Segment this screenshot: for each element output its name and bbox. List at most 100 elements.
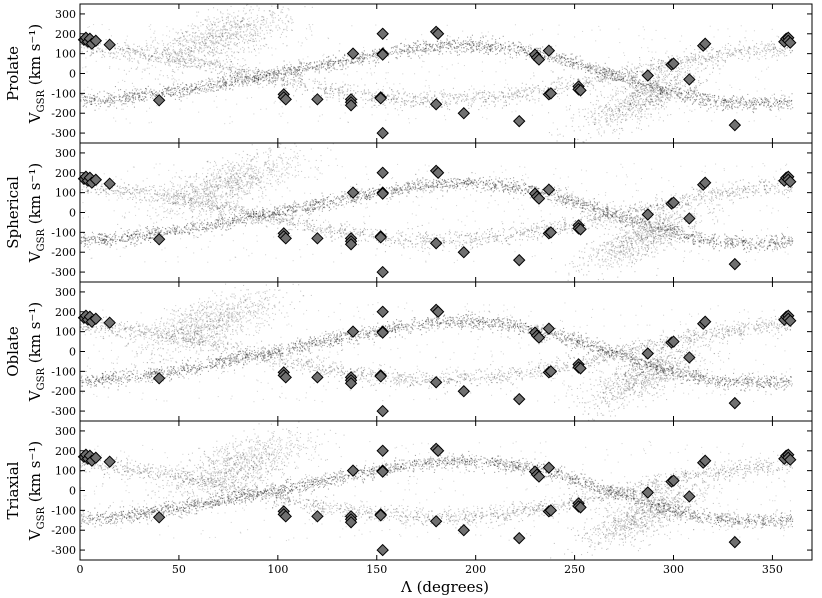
stream-particle — [90, 54, 92, 56]
stream-particle — [602, 68, 604, 70]
stream-particle — [298, 77, 300, 79]
stream-particle — [358, 57, 360, 59]
stream-particle — [650, 84, 652, 86]
stream-particle — [432, 97, 434, 99]
stream-particle — [650, 82, 652, 84]
stream-particle — [444, 42, 446, 44]
stream-particle — [217, 73, 219, 75]
stream-particle — [448, 98, 450, 100]
stream-particle — [138, 95, 140, 97]
stream-particle — [193, 90, 195, 92]
stream-particle — [292, 86, 294, 88]
stream-particle — [417, 45, 419, 47]
stream-particle — [180, 100, 182, 102]
stream-particle — [210, 84, 212, 86]
stream-particle — [539, 50, 541, 52]
stream-particle — [514, 91, 516, 93]
stream-particle — [425, 106, 427, 108]
stream-particle — [312, 87, 314, 89]
stream-particle — [325, 96, 327, 98]
stream-particle — [423, 48, 425, 50]
stream-particle — [461, 47, 463, 49]
stream-particle — [423, 96, 425, 98]
stream-particle — [606, 74, 608, 76]
stream-particle — [716, 54, 718, 56]
stream-particle — [295, 90, 297, 92]
stream-particle — [682, 61, 684, 63]
stream-particle — [649, 83, 651, 85]
stream-particle — [390, 47, 392, 49]
stream-particle — [541, 92, 543, 94]
stream-particle — [141, 91, 143, 93]
stream-particle — [682, 98, 684, 100]
stream-particle — [686, 62, 688, 64]
stream-particle — [639, 64, 641, 66]
stream-particle — [653, 81, 655, 83]
stream-particle — [454, 50, 456, 52]
stream-particle — [600, 76, 602, 78]
stream-particle — [494, 47, 496, 49]
stream-particle — [612, 75, 614, 77]
stream-particle — [162, 94, 164, 96]
stream-particle — [150, 47, 152, 49]
stream-particle — [742, 45, 744, 47]
stream-particle — [110, 94, 112, 96]
stream-particle — [177, 53, 179, 55]
stream-particle — [580, 60, 582, 62]
stream-particle — [640, 82, 642, 84]
stream-particle — [214, 63, 216, 65]
stream-particle — [225, 82, 227, 84]
stream-particle — [278, 71, 280, 73]
stream-particle — [254, 77, 256, 79]
stream-particle — [121, 47, 123, 49]
stream-particle — [625, 79, 627, 81]
stream-particle — [740, 99, 742, 101]
stream-particle — [172, 94, 174, 96]
stream-particle — [121, 97, 123, 99]
stream-particle — [188, 34, 190, 36]
stream-particle — [190, 38, 192, 40]
stream-particle — [265, 79, 267, 81]
stream-particle — [266, 71, 268, 73]
stream-particle — [176, 59, 178, 61]
stream-particle — [318, 68, 320, 70]
stream-particle — [595, 62, 597, 64]
stream-particle — [234, 80, 236, 82]
stream-particle — [571, 84, 573, 86]
stream-particle — [285, 74, 287, 76]
stream-particle — [207, 52, 209, 54]
stream-particle — [231, 81, 233, 83]
stream-particle — [569, 66, 571, 68]
stream-particle — [650, 69, 652, 71]
stream-particle — [721, 110, 723, 112]
stream-particle — [447, 94, 449, 96]
stream-particle — [557, 78, 559, 80]
stream-particle — [320, 94, 322, 96]
stream-particle — [563, 57, 565, 59]
stream-particle — [176, 90, 178, 92]
stream-particle — [132, 95, 134, 97]
stream-particle — [106, 100, 108, 102]
stream-particle — [296, 71, 298, 73]
stream-particle — [319, 84, 321, 86]
stream-particle — [276, 66, 278, 68]
stream-particle — [121, 100, 123, 102]
stream-particle — [118, 46, 120, 48]
stream-particle — [724, 47, 726, 49]
stream-particle — [479, 49, 481, 51]
stream-particle — [470, 104, 472, 106]
stream-particle — [531, 89, 533, 91]
stream-particle — [539, 47, 541, 49]
stream-particle — [251, 77, 253, 79]
stream-particle — [267, 47, 269, 49]
stream-particle — [371, 106, 373, 108]
stream-particle — [191, 54, 193, 56]
stream-particle — [779, 48, 781, 50]
stream-particle — [670, 93, 672, 95]
stream-particle — [97, 100, 99, 102]
stream-particle — [738, 57, 740, 59]
stream-particle — [446, 39, 448, 41]
stream-particle — [676, 94, 678, 96]
stream-particle — [427, 94, 429, 96]
stream-particle — [468, 43, 470, 45]
